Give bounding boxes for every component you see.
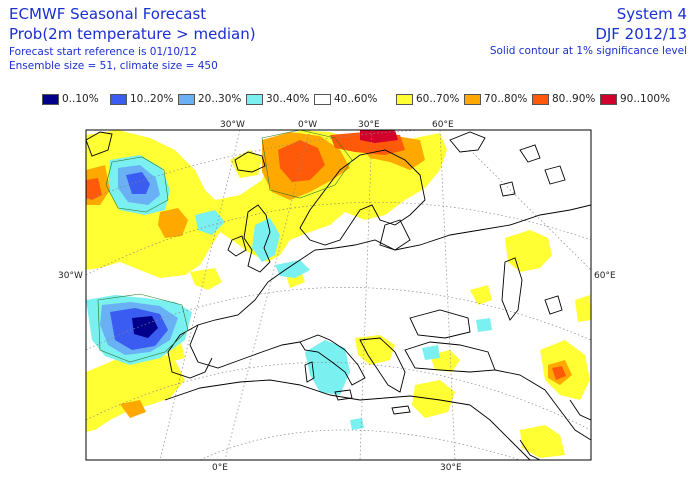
- map-title: ECMWF Seasonal Forecast: [9, 5, 207, 23]
- contour-note: Solid contour at 1% significance level: [489, 45, 687, 57]
- legend-label: 10..20%: [130, 93, 174, 105]
- lon-label-top-3: 30°E: [358, 120, 380, 130]
- map-subtitle: Prob(2m temperature > median): [9, 25, 256, 43]
- legend-label: 60..70%: [416, 93, 460, 105]
- legend-swatch: [42, 94, 59, 105]
- significance-contours: [97, 130, 353, 363]
- lat-label-right: 60°E: [594, 271, 616, 281]
- legend-swatch: [464, 94, 481, 105]
- legend-label: 70..80%: [484, 93, 528, 105]
- legend-swatch: [178, 94, 195, 105]
- legend-label: 90..100%: [620, 93, 671, 105]
- legend-swatch: [532, 94, 549, 105]
- lon-label-top-4: 60°E: [432, 120, 454, 130]
- lon-label-bottom-1: 0°E: [212, 463, 228, 473]
- lat-label-left: 30°W: [58, 271, 83, 281]
- system-label: System 4: [616, 5, 687, 23]
- legend-label: 40..60%: [334, 93, 378, 105]
- legend-label: 80..90%: [552, 93, 596, 105]
- legend-swatch: [600, 94, 617, 105]
- legend-label: 0..10%: [62, 93, 99, 105]
- season-label: DJF 2012/13: [595, 25, 687, 43]
- coastlines: [86, 131, 591, 460]
- legend-swatch: [314, 94, 331, 105]
- prob-60-70-regions: [86, 130, 591, 458]
- prob-0-10-region: [132, 316, 158, 338]
- legend-label: 20..30%: [198, 93, 242, 105]
- lon-label-top-2: 0°W: [298, 120, 317, 130]
- lon-label-top-1: 30°W: [220, 120, 245, 130]
- legend-swatch: [110, 94, 127, 105]
- prob-80-90-regions: [86, 132, 566, 380]
- forecast-start-reference: Forecast start reference is 01/10/12: [9, 46, 197, 58]
- legend-label: 30..40%: [266, 93, 310, 105]
- prob-90-100-region: [360, 130, 398, 143]
- lon-label-bottom-2: 30°E: [440, 463, 462, 473]
- prob-10-20-region-north: [126, 172, 150, 194]
- legend-swatch: [246, 94, 263, 105]
- graticule: [86, 130, 591, 460]
- legend-swatch: [396, 94, 413, 105]
- ensemble-size: Ensemble size = 51, climate size = 450: [9, 60, 218, 72]
- map-frame: [85, 129, 592, 461]
